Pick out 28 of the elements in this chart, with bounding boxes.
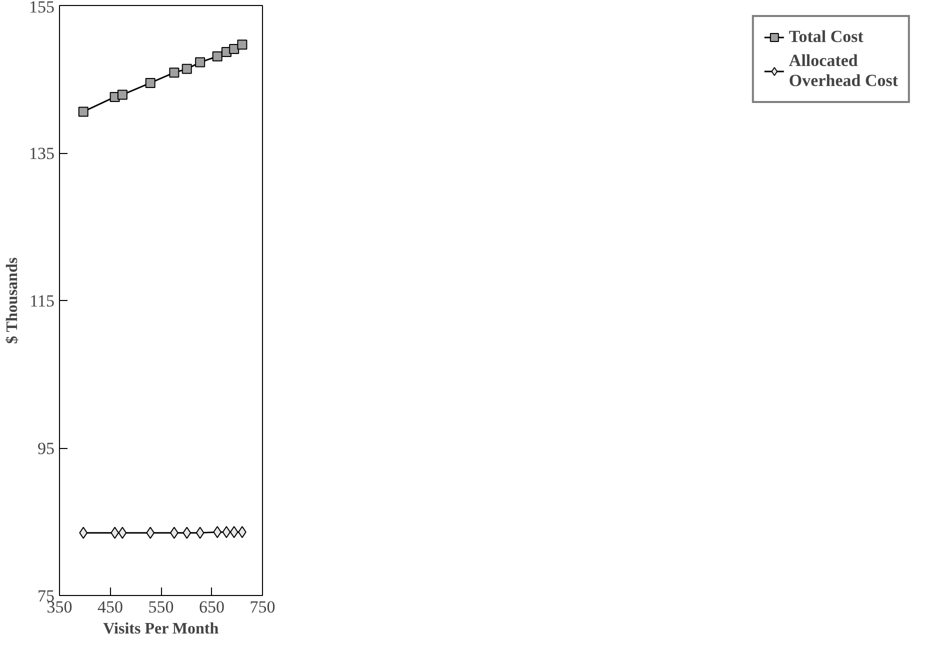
y-axis-title: $ Thousands — [4, 257, 21, 344]
x-tick-label: 450 — [98, 598, 123, 616]
point — [146, 526, 155, 539]
x-tick-label: 750 — [250, 598, 276, 616]
legend-label: Total Cost — [788, 27, 864, 47]
y-tick-label: 135 — [29, 144, 54, 163]
point — [195, 57, 206, 68]
point — [169, 68, 180, 78]
point — [229, 44, 240, 54]
x-tick-label: 650 — [199, 598, 224, 616]
point — [182, 526, 192, 539]
legend-label: Allocated Overhead Cost — [788, 51, 898, 91]
point — [78, 106, 88, 117]
point — [79, 526, 88, 539]
point — [237, 40, 248, 50]
y-tick-label: 115 — [30, 292, 55, 310]
point — [230, 526, 238, 538]
y-tick-label: 155 — [29, 0, 54, 16]
x-tick-label: 550 — [148, 598, 174, 616]
point — [196, 526, 204, 539]
y-tick-label: 95 — [38, 439, 54, 458]
point — [182, 64, 192, 74]
point — [145, 78, 156, 88]
point — [118, 526, 127, 539]
point — [212, 51, 222, 62]
point — [222, 526, 231, 538]
point — [117, 90, 128, 100]
x-axis-title: Visits Per Month — [103, 620, 219, 638]
